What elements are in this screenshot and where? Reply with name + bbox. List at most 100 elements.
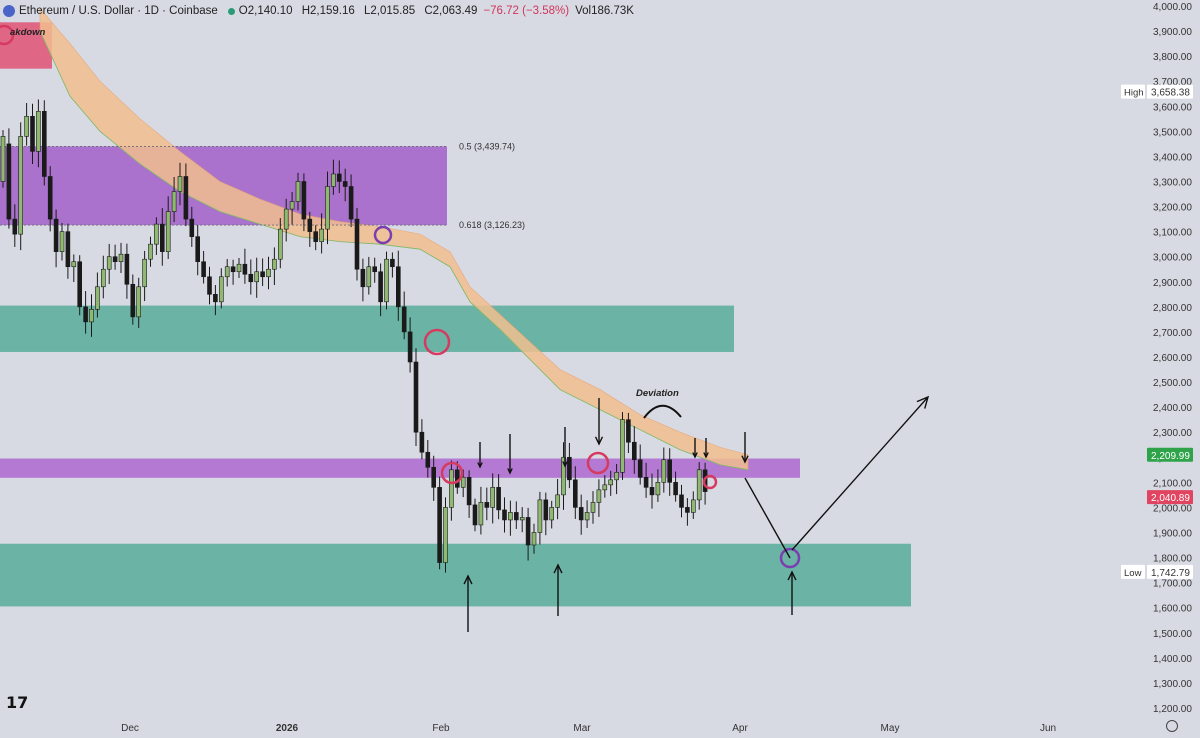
candle-body: [555, 494, 560, 508]
market-status-icon: [227, 7, 235, 15]
price-label-value: 1,742.79: [1151, 568, 1190, 579]
candle-body: [177, 176, 183, 192]
candle-body: [254, 271, 259, 283]
zone-box: [0, 543, 911, 607]
y-tick-label: 1,600.00: [1153, 604, 1192, 615]
candle-body: [484, 502, 490, 508]
y-tick-label: 2,400.00: [1153, 403, 1192, 414]
open-value: O2,140.10: [238, 5, 293, 17]
candle-body: [136, 286, 141, 318]
breakdown-circle: [423, 328, 451, 356]
candle-body: [696, 469, 702, 501]
candle-body: [59, 231, 65, 252]
ichimoku-cloud: [39, 7, 749, 471]
candle-body: [124, 253, 130, 285]
candle-body: [525, 517, 531, 546]
candle-body: [313, 231, 319, 242]
candle-body: [260, 271, 265, 278]
candle-body: [283, 208, 289, 230]
candle-body: [419, 431, 425, 453]
price-label-box: [1147, 84, 1193, 99]
candle-body: [130, 283, 136, 318]
candle-body: [661, 459, 667, 483]
candle-body: [6, 143, 12, 220]
x-tick-label: Feb: [432, 723, 450, 734]
candle-body: [207, 276, 212, 295]
y-tick-label: 3,700.00: [1153, 77, 1192, 88]
candle-body: [336, 173, 342, 182]
y-tick-label: 3,800.00: [1153, 52, 1192, 63]
candle-body: [431, 466, 437, 488]
symbol-title[interactable]: Ethereum / U.S. Dollar · 1D · Coinbase: [19, 5, 218, 17]
candle-body: [236, 263, 242, 273]
projection-up: [791, 396, 929, 551]
down-arrow-head: [562, 461, 568, 468]
candle-body: [195, 236, 200, 263]
zone-box: [0, 305, 734, 352]
candle-body: [626, 419, 631, 443]
breakdown-circle: [0, 24, 15, 46]
y-tick-label: 3,300.00: [1153, 177, 1192, 188]
price-label-value: 3,658.38: [1151, 88, 1190, 99]
y-tick-label: 2,500.00: [1153, 378, 1192, 389]
down-arrow-head: [703, 452, 709, 459]
y-tick-label: 3,600.00: [1153, 102, 1192, 113]
down-arrow-head: [692, 452, 698, 459]
candle-body: [331, 173, 336, 187]
candle-body: [425, 451, 431, 468]
ohlc-values: O2,140.10 H2,159.16 L2,015.85 C2,063.49: [239, 5, 484, 17]
candle-body: [543, 499, 549, 521]
x-tick-label: Apr: [732, 723, 748, 734]
up-arrow-head: [463, 574, 473, 585]
candle-body: [213, 294, 218, 303]
y-tick-label: 3,200.00: [1153, 203, 1192, 214]
candle-body: [390, 258, 395, 268]
y-tick-label: 3,900.00: [1153, 27, 1192, 38]
candle-body: [508, 512, 513, 521]
candle-body: [602, 484, 608, 491]
candle-body: [342, 181, 348, 187]
rejection-circle: [586, 451, 610, 475]
candle-body: [83, 306, 88, 323]
y-tick-label: 3,100.00: [1153, 228, 1192, 239]
candle-body: [266, 268, 271, 278]
candle-body: [372, 266, 378, 273]
candle-body: [366, 266, 372, 288]
x-tick-label: Mar: [573, 723, 591, 734]
candle-body: [620, 419, 625, 473]
candle-body: [519, 517, 525, 521]
zone-box: [0, 458, 800, 478]
x-tick-label: May: [881, 723, 900, 734]
y-tick-label: 1,200.00: [1153, 704, 1192, 715]
y-tick-label: 2,000.00: [1153, 503, 1192, 514]
tradingview-logo[interactable]: 17: [6, 693, 29, 712]
settings-icon[interactable]: [1166, 720, 1178, 732]
y-tick-label: 3,500.00: [1153, 127, 1192, 138]
candle-body: [277, 228, 283, 260]
candle-body: [12, 218, 18, 235]
candle-body: [655, 482, 661, 496]
candle-body: [307, 218, 313, 232]
candle-body: [71, 261, 77, 268]
candle-body: [567, 456, 572, 481]
candle-body: [0, 136, 6, 182]
y-tick-label: 2,300.00: [1153, 428, 1192, 439]
candle-body: [325, 186, 330, 230]
candle-body: [395, 266, 401, 308]
candle-body: [537, 499, 543, 533]
price-tag-label: High: [1124, 88, 1144, 99]
candle-body: [201, 261, 206, 278]
fib-label: 0.618 (3,126.23): [459, 220, 525, 230]
candle-body: [496, 487, 501, 511]
candle-body: [673, 482, 678, 496]
price-label-value: 2,040.89: [1151, 493, 1190, 504]
candle-body: [466, 477, 472, 506]
candle-body: [272, 258, 277, 270]
y-tick-label: 1,700.00: [1153, 579, 1192, 590]
candle-body: [289, 201, 295, 210]
candle-body: [142, 258, 147, 288]
ethereum-icon: [3, 5, 15, 17]
candle-body: [118, 253, 124, 263]
candle-body: [407, 331, 413, 363]
